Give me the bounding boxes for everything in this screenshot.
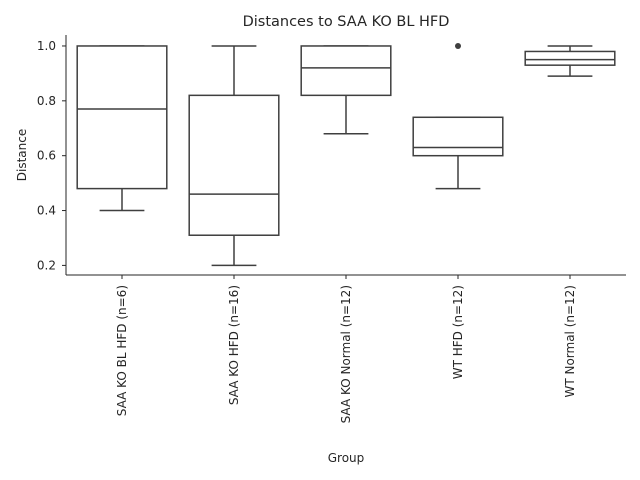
y-ticks: 0.2 0.4 0.6 0.8 1.0 (37, 39, 66, 272)
y-tick-label: 0.6 (37, 149, 56, 163)
x-tick-label: SAA KO BL HFD (n=6) (115, 285, 129, 416)
y-axis-label: Distance (15, 129, 29, 181)
boxes (76, 42, 616, 267)
box-body (188, 94, 280, 236)
x-tick-label: SAA KO Normal (n=12) (339, 285, 353, 423)
y-tick-label: 0.4 (37, 204, 56, 218)
outlier-point (455, 42, 461, 49)
box-body (300, 45, 392, 97)
box-group (300, 45, 392, 135)
box-group (524, 45, 616, 77)
box-group (188, 45, 280, 267)
chart-title: Distances to SAA KO BL HFD (243, 14, 450, 30)
box-body (524, 50, 616, 66)
box-body (76, 45, 168, 190)
x-tick-label: WT Normal (n=12) (563, 285, 577, 398)
box-body (412, 116, 504, 157)
x-axis-label: Group (328, 451, 365, 465)
box-group (412, 42, 504, 190)
y-tick-label: 0.8 (37, 94, 56, 108)
box-group (76, 45, 168, 212)
y-tick-label: 1.0 (37, 39, 56, 53)
x-tick-label: SAA KO HFD (n=16) (227, 285, 241, 405)
x-ticks: SAA KO BL HFD (n=6) SAA KO HFD (n=16) SAA … (115, 275, 577, 423)
y-tick-label: 0.2 (37, 258, 56, 272)
x-tick-label: WT HFD (n=12) (451, 285, 465, 379)
